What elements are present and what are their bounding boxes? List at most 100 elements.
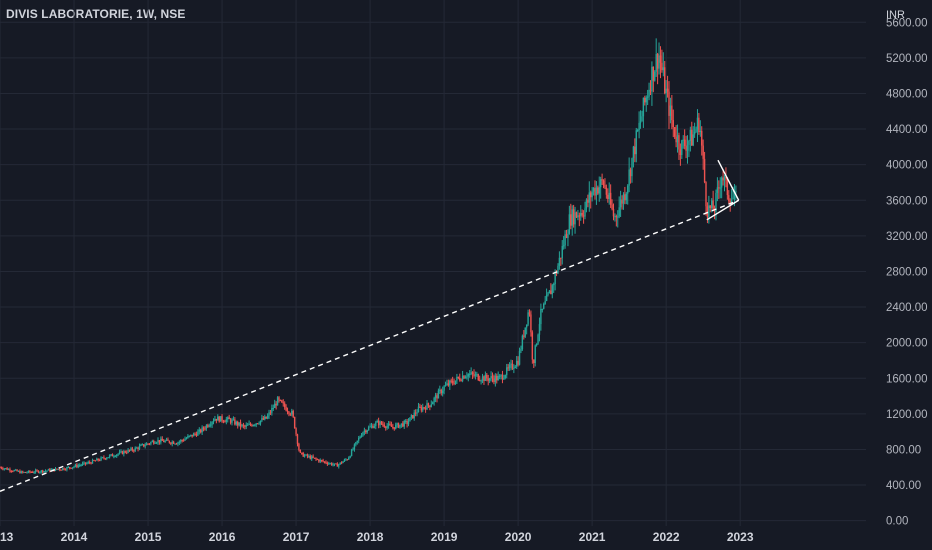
- candle-body: [98, 460, 101, 462]
- candle-body: [678, 135, 680, 150]
- candle-body: [531, 332, 534, 360]
- candle-body: [523, 335, 525, 337]
- candle-body: [88, 462, 91, 464]
- candle-body: [537, 334, 539, 344]
- candle-body: [291, 410, 293, 415]
- candle-body: [306, 454, 309, 457]
- candle-body: [387, 423, 390, 426]
- candle-body: [461, 375, 464, 381]
- candle-body: [651, 66, 653, 92]
- candle-body: [366, 430, 368, 433]
- candle-body: [624, 194, 626, 201]
- candle-body: [585, 199, 588, 209]
- candle-body: [182, 440, 185, 442]
- candle-body: [258, 423, 260, 425]
- candle-body: [474, 374, 477, 376]
- candle-body: [44, 470, 47, 472]
- candle-body: [652, 66, 655, 81]
- candle-body: [491, 376, 494, 379]
- candle-body: [504, 375, 507, 378]
- candle-body: [303, 455, 306, 457]
- candle-body: [61, 468, 64, 470]
- candle-body: [268, 412, 270, 416]
- candle-body: [393, 427, 395, 429]
- candle-body: [34, 470, 37, 473]
- candle-body: [615, 216, 618, 218]
- candle-body: [128, 449, 131, 451]
- price-axis[interactable]: INR 0.00 400.00 800.00 1200.00 1600.00 2000.0…: [886, 9, 928, 528]
- candle-body: [420, 407, 423, 411]
- candle-body: [155, 442, 158, 444]
- ytick-label: 0.00: [886, 516, 908, 528]
- xtick-label: 2014: [61, 530, 88, 544]
- candle-body: [311, 456, 313, 459]
- candle-body: [70, 467, 72, 469]
- candle-body: [171, 441, 173, 444]
- ytick-label: 1200.00: [886, 409, 928, 421]
- candle-body: [43, 471, 45, 473]
- candle-body: [735, 191, 737, 193]
- candle-body: [417, 406, 420, 413]
- candle-body: [135, 447, 138, 449]
- candle-body: [628, 169, 630, 186]
- candle-body: [416, 412, 418, 414]
- candle-body: [350, 449, 353, 457]
- candle-body: [332, 464, 334, 466]
- candle-body: [9, 469, 11, 471]
- candle-body: [451, 380, 454, 384]
- candle-body: [380, 421, 383, 425]
- ytick-label: 2400.00: [886, 302, 928, 314]
- candle-body: [249, 423, 252, 425]
- candle-body: [530, 314, 532, 333]
- candle-body: [477, 374, 479, 381]
- candle-body: [409, 417, 411, 422]
- candle-body: [527, 312, 529, 325]
- candle-body: [177, 442, 179, 444]
- candle-body: [66, 467, 68, 470]
- candle-body: [359, 436, 361, 439]
- time-axis[interactable]: 2013 2014 2015 2016 2017 2018 2019 2020 2021 2022…: [0, 530, 754, 544]
- ytick-label: 800.00: [886, 444, 921, 456]
- candle-body: [318, 459, 320, 462]
- candle-body: [444, 385, 447, 387]
- candle-body: [592, 188, 595, 192]
- candle-body: [339, 462, 341, 465]
- candle-body: [293, 416, 296, 429]
- candle-body: [551, 285, 553, 295]
- candle-body: [622, 194, 625, 204]
- candle-body: [598, 187, 600, 194]
- candle-body: [32, 472, 34, 474]
- candle-body: [524, 327, 526, 337]
- candle-body: [289, 413, 292, 415]
- candle-body: [143, 444, 145, 447]
- candle-body: [180, 440, 182, 442]
- candle-body: [160, 438, 162, 443]
- candle-body: [641, 116, 643, 122]
- candle-body: [74, 464, 77, 467]
- price-unit-label: INR: [886, 9, 905, 21]
- candle-body: [711, 200, 713, 208]
- xtick-label: 2020: [505, 530, 532, 544]
- candle-body: [565, 234, 568, 238]
- candle-body: [370, 425, 373, 427]
- candle-body: [685, 146, 687, 151]
- candle-body: [127, 449, 129, 453]
- candle-body: [40, 470, 42, 472]
- candle-body: [71, 467, 74, 469]
- ytick-label: 3200.00: [886, 231, 928, 243]
- candle-body: [107, 457, 109, 459]
- candle-body: [701, 130, 703, 146]
- candle-body: [644, 97, 646, 103]
- candle-body: [77, 465, 79, 467]
- candle-body: [733, 191, 736, 198]
- candle-body: [26, 472, 28, 474]
- candle-body: [20, 471, 23, 474]
- candle-body: [194, 433, 196, 435]
- candle-body: [410, 415, 413, 418]
- candle-body: [728, 195, 730, 202]
- candle-body: [164, 440, 166, 443]
- candle-body: [167, 439, 169, 441]
- candle-body: [706, 206, 709, 218]
